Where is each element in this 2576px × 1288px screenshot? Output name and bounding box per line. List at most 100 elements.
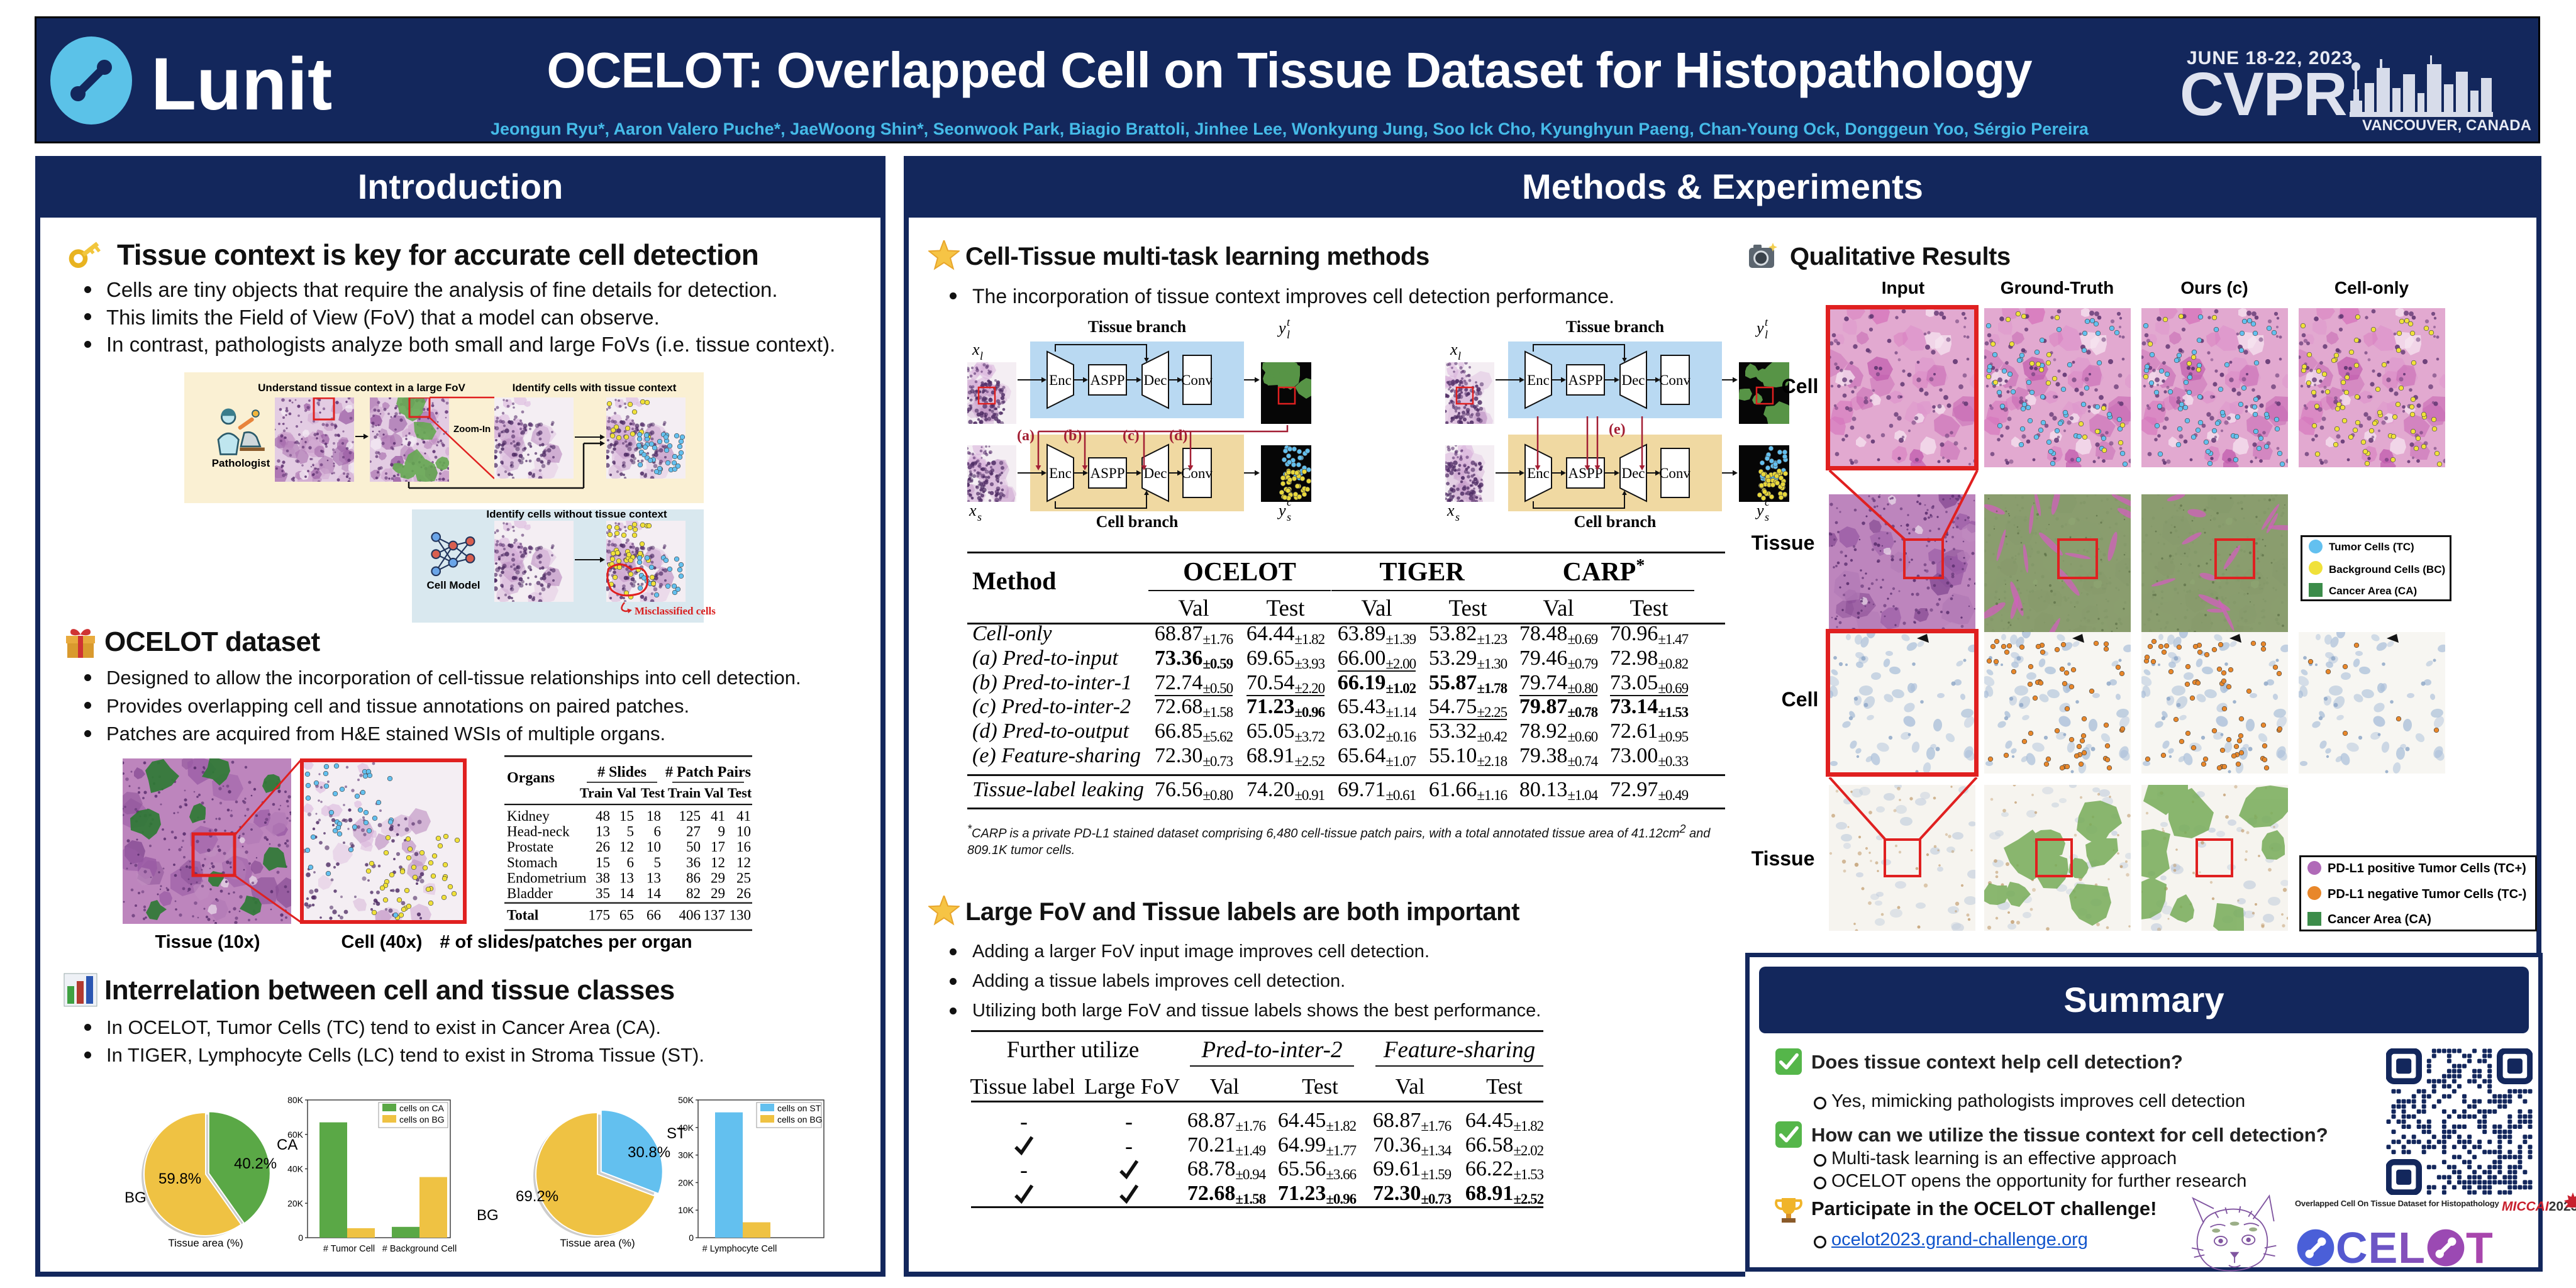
svg-text:65: 65 — [619, 908, 634, 923]
svg-text:30K: 30K — [678, 1150, 694, 1160]
svg-text:50: 50 — [686, 839, 701, 855]
svg-text:Organs: Organs — [507, 770, 555, 786]
svg-text:14: 14 — [647, 886, 662, 901]
svg-text:18: 18 — [647, 808, 661, 824]
svg-text:(c): (c) — [1123, 428, 1140, 444]
svg-text:9: 9 — [718, 824, 726, 840]
svg-text:20K: 20K — [287, 1198, 304, 1208]
svg-text:x: x — [972, 340, 980, 358]
svg-text:36: 36 — [686, 855, 701, 870]
svg-text:40K: 40K — [287, 1164, 304, 1174]
svg-text:137: 137 — [704, 908, 726, 923]
svg-text:48: 48 — [596, 808, 610, 824]
svg-text:Dec: Dec — [1143, 372, 1167, 388]
svg-text:6: 6 — [627, 855, 635, 870]
svg-text:35: 35 — [596, 886, 610, 901]
svg-text:Conv: Conv — [1181, 465, 1213, 481]
svg-text:Conv: Conv — [1181, 372, 1213, 388]
svg-text:13: 13 — [647, 870, 661, 886]
svg-text:66: 66 — [647, 908, 661, 923]
svg-text:12: 12 — [711, 855, 725, 870]
svg-text:15: 15 — [596, 855, 610, 870]
svg-text:40K: 40K — [678, 1123, 694, 1133]
svg-text:Enc: Enc — [1527, 372, 1550, 388]
svg-text:# Slides: # Slides — [597, 764, 647, 780]
svg-text:40.2%: 40.2% — [234, 1155, 277, 1172]
svg-text:80K: 80K — [287, 1096, 304, 1105]
svg-text:Cancer Area (CA): Cancer Area (CA) — [2329, 585, 2417, 597]
svg-text:l: l — [1287, 328, 1290, 341]
svg-text:0: 0 — [689, 1233, 694, 1243]
svg-text:130: 130 — [730, 908, 752, 923]
svg-text:15: 15 — [619, 808, 634, 824]
svg-text:Identify cells without tissue: Identify cells without tissue context — [486, 508, 667, 520]
svg-text:cells on BG: cells on BG — [777, 1114, 823, 1124]
svg-text:175: 175 — [589, 908, 611, 923]
svg-text:27: 27 — [686, 824, 701, 840]
svg-text:t: t — [1287, 316, 1291, 328]
svg-text:Tissue branch: Tissue branch — [1088, 318, 1187, 336]
svg-text:Zoom-In: Zoom-In — [453, 424, 491, 435]
svg-text:38: 38 — [596, 870, 610, 886]
svg-text:26: 26 — [736, 886, 751, 901]
svg-text:29: 29 — [711, 886, 725, 901]
svg-text:12: 12 — [619, 839, 634, 855]
svg-text:41: 41 — [736, 808, 751, 824]
svg-text:6: 6 — [654, 824, 662, 840]
svg-text:cells on ST: cells on ST — [777, 1103, 821, 1113]
svg-text:Train: Train — [580, 785, 613, 801]
svg-text:12: 12 — [736, 855, 751, 870]
svg-text:60K: 60K — [287, 1130, 304, 1140]
svg-text:CA: CA — [277, 1136, 297, 1153]
svg-text:13: 13 — [596, 824, 610, 840]
svg-text:Understand tissue context in a: Understand tissue context in a large FoV — [258, 382, 465, 394]
svg-text:ASPP: ASPP — [1091, 372, 1125, 388]
svg-text:l: l — [980, 350, 983, 362]
svg-text:10K: 10K — [678, 1205, 694, 1215]
svg-text:69.2%: 69.2% — [516, 1188, 558, 1205]
svg-text:# Background Cell: # Background Cell — [382, 1244, 457, 1254]
svg-text:ASPP: ASPP — [1568, 372, 1603, 388]
svg-text:17: 17 — [711, 839, 725, 855]
svg-text:26: 26 — [596, 839, 610, 855]
svg-text:Enc: Enc — [1049, 372, 1072, 388]
svg-text:Tissue branch: Tissue branch — [1566, 318, 1665, 336]
svg-text:ASPP: ASPP — [1091, 465, 1125, 481]
svg-text:Total: Total — [507, 908, 538, 923]
svg-text:x: x — [1450, 340, 1458, 358]
svg-text:# Tumor Cell: # Tumor Cell — [323, 1244, 375, 1254]
svg-text:x: x — [969, 501, 977, 519]
svg-text:Misclassified cells: Misclassified cells — [635, 605, 716, 617]
svg-text:Val: Val — [617, 785, 636, 801]
svg-text:y: y — [1755, 319, 1764, 337]
svg-text:Identify cells with tissue con: Identify cells with tissue context — [513, 382, 677, 394]
svg-text:BG: BG — [477, 1207, 499, 1224]
svg-text:0: 0 — [298, 1233, 303, 1243]
svg-text:Dec: Dec — [1143, 465, 1167, 481]
svg-text:30.8%: 30.8% — [628, 1144, 670, 1161]
svg-text:y: y — [1277, 319, 1286, 337]
svg-text:y: y — [1277, 501, 1286, 519]
svg-text:Prostate: Prostate — [507, 839, 553, 855]
svg-text:Cell Model: Cell Model — [426, 579, 480, 591]
svg-text:5: 5 — [654, 855, 662, 870]
svg-text:Head-neck: Head-neck — [507, 824, 570, 840]
svg-text:Dec: Dec — [1621, 372, 1645, 388]
svg-text:Test: Test — [728, 785, 752, 801]
svg-text:# Patch Pairs: # Patch Pairs — [665, 764, 751, 780]
svg-text:Bladder: Bladder — [507, 886, 553, 901]
svg-text:(e): (e) — [1609, 421, 1626, 438]
svg-text:PD-L1 negative Tumor Cells (TC: PD-L1 negative Tumor Cells (TC-) — [2328, 887, 2526, 901]
svg-text:(b): (b) — [1063, 428, 1082, 444]
svg-text:BG: BG — [125, 1189, 147, 1206]
svg-text:20K: 20K — [678, 1177, 694, 1187]
svg-text:Stomach: Stomach — [507, 855, 558, 870]
svg-text:Cancer Area (CA): Cancer Area (CA) — [2328, 913, 2431, 926]
svg-text:50K: 50K — [678, 1096, 694, 1105]
svg-text:406: 406 — [679, 908, 701, 923]
svg-text:Cell branch: Cell branch — [1574, 513, 1657, 531]
svg-text:(a): (a) — [1017, 428, 1035, 444]
svg-text:ST: ST — [667, 1125, 686, 1142]
svg-text:Tumor Cells (TC): Tumor Cells (TC) — [2329, 541, 2414, 553]
svg-text:14: 14 — [619, 886, 635, 901]
